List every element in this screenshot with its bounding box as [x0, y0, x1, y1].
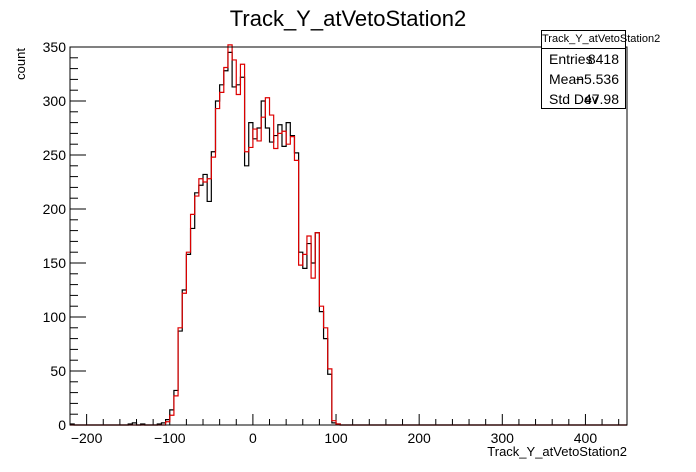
x-tick-label: −200 [71, 430, 103, 446]
y-tick-label: 0 [58, 417, 66, 433]
chart-title: Track_Y_atVetoStation2 [230, 6, 466, 31]
stats-row-mean: Mean −5.536 [542, 69, 625, 89]
stats-stddev-value: 47.98 [583, 91, 619, 107]
stats-stddev-label: Std Dev [549, 91, 599, 107]
y-tick-label: 200 [43, 201, 67, 217]
x-tick-label: 100 [324, 430, 348, 446]
x-axis-label: Track_Y_atVetoStation2 [487, 444, 627, 459]
x-tick-label: 0 [249, 430, 257, 446]
plot-frame [69, 46, 628, 426]
stats-mean-label: Mean [549, 71, 585, 87]
x-tick-label: 200 [407, 430, 431, 446]
stats-box: Track_Y_atVetoStation2 Entries 8418 Mean… [541, 30, 660, 109]
stats-entries-value: 8418 [587, 51, 619, 67]
stats-entries-label: Entries [549, 51, 593, 67]
axis-ticks: −200 −100 0 100 200 300 400 0 50 100 150 200 250 300 3… [43, 39, 620, 446]
y-axis-label: count [13, 48, 28, 80]
y-tick-label: 150 [43, 255, 67, 271]
x-tick-label: 400 [574, 430, 598, 446]
y-tick-label: 300 [43, 93, 67, 109]
y-tick-label: 350 [43, 39, 67, 55]
stats-title: Track_Y_atVetoStation2 [542, 31, 660, 49]
stats-row-entries: Entries 8418 [542, 49, 625, 69]
y-tick-label: 50 [50, 363, 66, 379]
y-tick-label: 250 [43, 147, 67, 163]
x-tick-label: −100 [154, 430, 186, 446]
stats-mean-value: −5.536 [575, 71, 619, 87]
x-tick-label: 300 [491, 430, 515, 446]
stats-row-stddev: Std Dev 47.98 [542, 89, 625, 109]
y-tick-label: 100 [43, 309, 67, 325]
